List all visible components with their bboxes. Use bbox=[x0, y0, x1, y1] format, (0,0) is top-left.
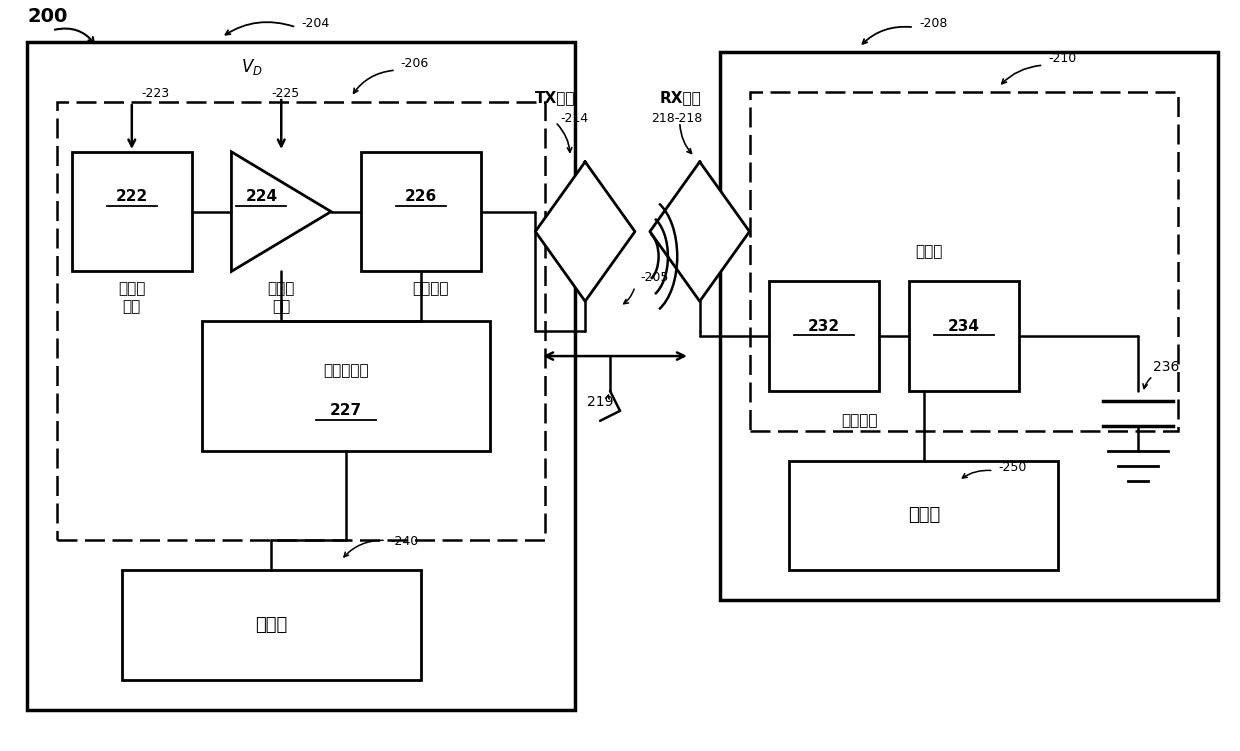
Text: 222: 222 bbox=[115, 189, 148, 204]
Bar bbox=[790, 460, 1059, 570]
Text: -208: -208 bbox=[919, 17, 947, 30]
Text: -240: -240 bbox=[391, 535, 419, 548]
Text: RX元件: RX元件 bbox=[660, 90, 702, 105]
Text: -250: -250 bbox=[998, 460, 1027, 474]
Text: 227: 227 bbox=[330, 403, 362, 418]
Text: -205: -205 bbox=[640, 271, 668, 285]
FancyArrowPatch shape bbox=[863, 27, 911, 44]
Text: 224: 224 bbox=[246, 189, 278, 204]
Text: 前端电路: 前端电路 bbox=[841, 413, 878, 428]
Bar bbox=[749, 92, 1178, 431]
Text: -206: -206 bbox=[401, 57, 429, 70]
FancyArrowPatch shape bbox=[605, 395, 609, 400]
Bar bbox=[909, 282, 1018, 391]
Bar bbox=[719, 53, 1218, 600]
Text: 阻抗控制，: 阻抗控制， bbox=[324, 363, 368, 379]
FancyArrowPatch shape bbox=[557, 124, 572, 152]
FancyArrowPatch shape bbox=[353, 71, 393, 93]
Text: -210: -210 bbox=[1048, 52, 1076, 65]
Text: -223: -223 bbox=[141, 87, 170, 100]
Text: TX元件: TX元件 bbox=[536, 90, 575, 105]
Bar bbox=[72, 152, 192, 271]
FancyArrowPatch shape bbox=[680, 125, 692, 153]
Bar bbox=[202, 321, 491, 451]
Polygon shape bbox=[536, 161, 635, 301]
FancyArrowPatch shape bbox=[1002, 65, 1040, 83]
Text: 前端电路: 前端电路 bbox=[413, 282, 449, 297]
Text: 232: 232 bbox=[808, 318, 841, 333]
FancyArrowPatch shape bbox=[226, 22, 294, 35]
Polygon shape bbox=[232, 152, 331, 271]
FancyArrowPatch shape bbox=[343, 540, 383, 557]
Text: 200: 200 bbox=[27, 8, 67, 26]
Polygon shape bbox=[650, 161, 749, 301]
Text: 整流器: 整流器 bbox=[915, 244, 942, 259]
Text: 226: 226 bbox=[404, 189, 436, 204]
Text: -225: -225 bbox=[272, 87, 300, 100]
Text: 234: 234 bbox=[947, 318, 980, 333]
FancyArrowPatch shape bbox=[962, 470, 991, 478]
Text: 控制器: 控制器 bbox=[908, 506, 940, 524]
Bar bbox=[27, 42, 575, 710]
Bar bbox=[57, 102, 546, 541]
Text: -204: -204 bbox=[301, 17, 330, 30]
Text: -214: -214 bbox=[560, 112, 588, 125]
Bar bbox=[122, 570, 420, 680]
FancyArrowPatch shape bbox=[55, 29, 94, 43]
Text: 控制器: 控制器 bbox=[255, 616, 288, 634]
Text: 218-: 218- bbox=[651, 112, 680, 125]
FancyArrowPatch shape bbox=[546, 352, 684, 360]
FancyArrowPatch shape bbox=[1143, 378, 1151, 388]
Text: -218: -218 bbox=[675, 112, 703, 125]
Text: $\mathit{V}_{\mathit{D}}$: $\mathit{V}_{\mathit{D}}$ bbox=[242, 57, 263, 77]
Text: 236: 236 bbox=[1153, 360, 1179, 374]
Text: 振荚器
电路: 振荚器 电路 bbox=[118, 282, 145, 314]
Bar bbox=[361, 152, 481, 271]
Text: 219: 219 bbox=[587, 395, 614, 409]
Text: 驱动器
电路: 驱动器 电路 bbox=[268, 282, 295, 314]
FancyArrowPatch shape bbox=[624, 289, 634, 303]
Bar bbox=[770, 282, 879, 391]
